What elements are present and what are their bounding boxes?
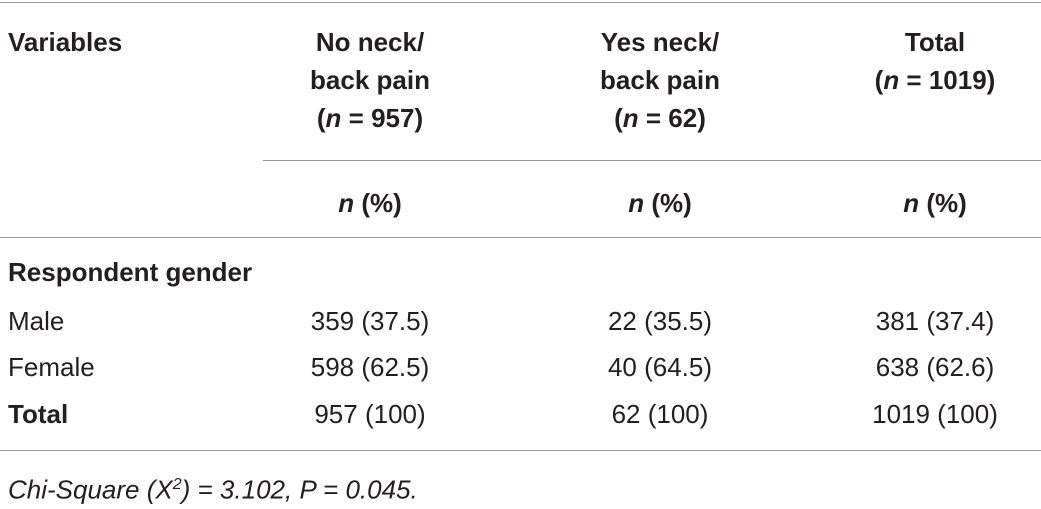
row-label: Total: [8, 399, 69, 429]
subheader-part: n: [903, 188, 920, 218]
count-part: n: [883, 65, 900, 95]
footnote-part: 2: [172, 476, 182, 493]
value-cell: 598 (62.5): [310, 352, 430, 382]
footnote-part: ) = 3.102, P = 0.045.: [181, 474, 418, 505]
rule: [0, 2, 1041, 3]
count-part: = 62): [638, 103, 706, 133]
footnote: Chi-Square (X2) = 3.102, P = 0.045.: [8, 466, 418, 509]
row-label: Male: [8, 306, 65, 336]
value-cell: 381 (37.4): [875, 306, 995, 336]
header-line: No neck/: [315, 27, 425, 57]
count-part: (: [614, 103, 623, 133]
count-part: n: [622, 103, 639, 133]
value-cell: 638 (62.6): [875, 352, 995, 382]
subheader-cell: n (%): [903, 184, 967, 222]
rule: [263, 160, 1041, 161]
header-count: (n = 1019): [875, 61, 996, 99]
header-count: (n = 957): [310, 99, 430, 137]
subheader-part: (%): [354, 188, 402, 218]
header-line: back pain: [310, 65, 430, 95]
subheader-part: (%): [644, 188, 692, 218]
row-label: Female: [8, 352, 95, 382]
header-cell: Yes neck/back pain (n = 62): [600, 23, 720, 137]
value-cell: 22 (35.5): [607, 306, 713, 336]
subheader-part: (%): [919, 188, 967, 218]
count-part: (: [316, 103, 326, 133]
header-cell: No neck/back pain (n = 957): [310, 23, 430, 137]
value-cell: 359 (37.5): [310, 306, 430, 336]
value-cell: 1019 (100): [872, 399, 998, 429]
count-part: = 1019): [899, 65, 996, 95]
subheader-part: n: [338, 188, 355, 218]
rule: [0, 237, 1041, 238]
footnote-part: Chi-Square (X: [8, 474, 173, 505]
subheader-cell: n (%): [338, 184, 402, 222]
subheader-cell: n (%): [628, 184, 692, 222]
header-line: Total: [904, 27, 966, 57]
header-cell: Total (n = 1019): [875, 23, 996, 99]
count-part: n: [325, 103, 342, 133]
header-line: Yes neck/: [600, 27, 720, 57]
header-line: Variables: [8, 27, 123, 57]
value-cell: 957 (100): [314, 399, 426, 429]
value-cell: 62 (100): [611, 399, 709, 429]
rule: [0, 450, 1041, 451]
header-line: back pain: [600, 65, 720, 95]
count-part: = 957): [341, 103, 424, 133]
header-count: (n = 62): [600, 99, 720, 137]
subheader-part: n: [628, 188, 645, 218]
header-cell: Variables: [8, 23, 122, 61]
count-part: (: [874, 65, 884, 95]
value-cell: 40 (64.5): [607, 352, 713, 382]
section-label: Respondent gender: [8, 257, 253, 287]
